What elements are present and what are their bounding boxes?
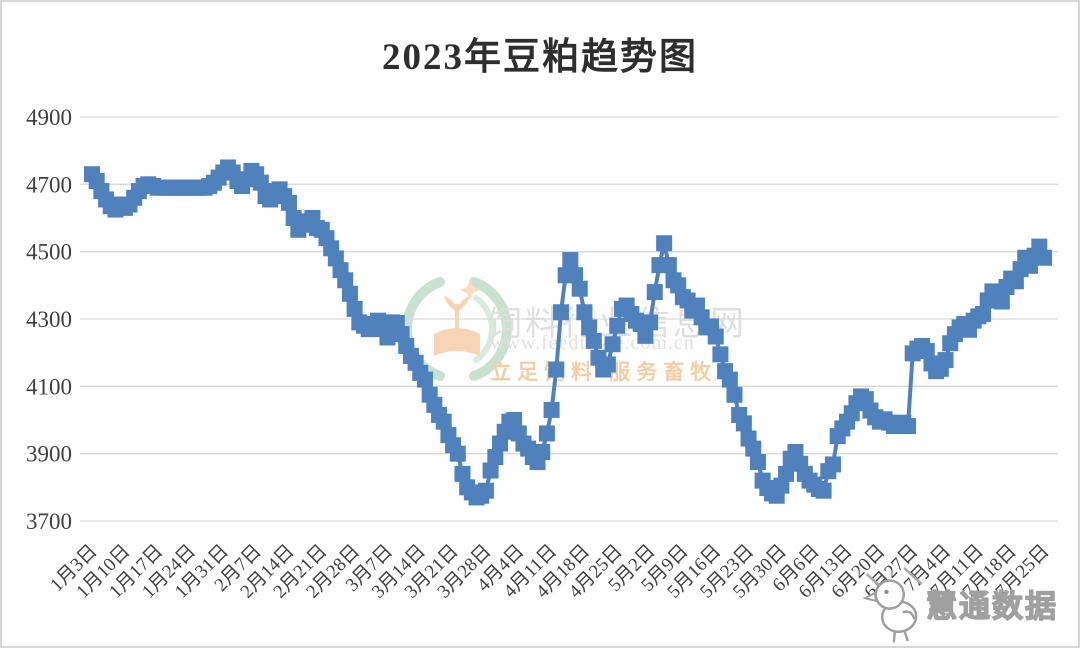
y-axis-labels: 3700 3900 4100 4300 4500 4700 4900 xyxy=(26,105,72,534)
chick-icon xyxy=(862,567,923,643)
svg-text:3900: 3900 xyxy=(26,442,72,467)
svg-text:4900: 4900 xyxy=(26,105,72,130)
series-markers xyxy=(84,159,1052,506)
chart-title: 2023年豆粕趋势图 xyxy=(382,37,698,78)
huitong-watermark-label: 慧通数据 xyxy=(925,588,1058,624)
svg-text:4300: 4300 xyxy=(26,307,72,332)
svg-text:4700: 4700 xyxy=(26,172,72,197)
svg-text:3700: 3700 xyxy=(26,509,72,534)
huitong-watermark: 慧通数据 xyxy=(862,565,1074,646)
svg-text:4500: 4500 xyxy=(26,240,72,265)
series-line xyxy=(90,165,1046,500)
svg-text:4100: 4100 xyxy=(26,374,72,399)
